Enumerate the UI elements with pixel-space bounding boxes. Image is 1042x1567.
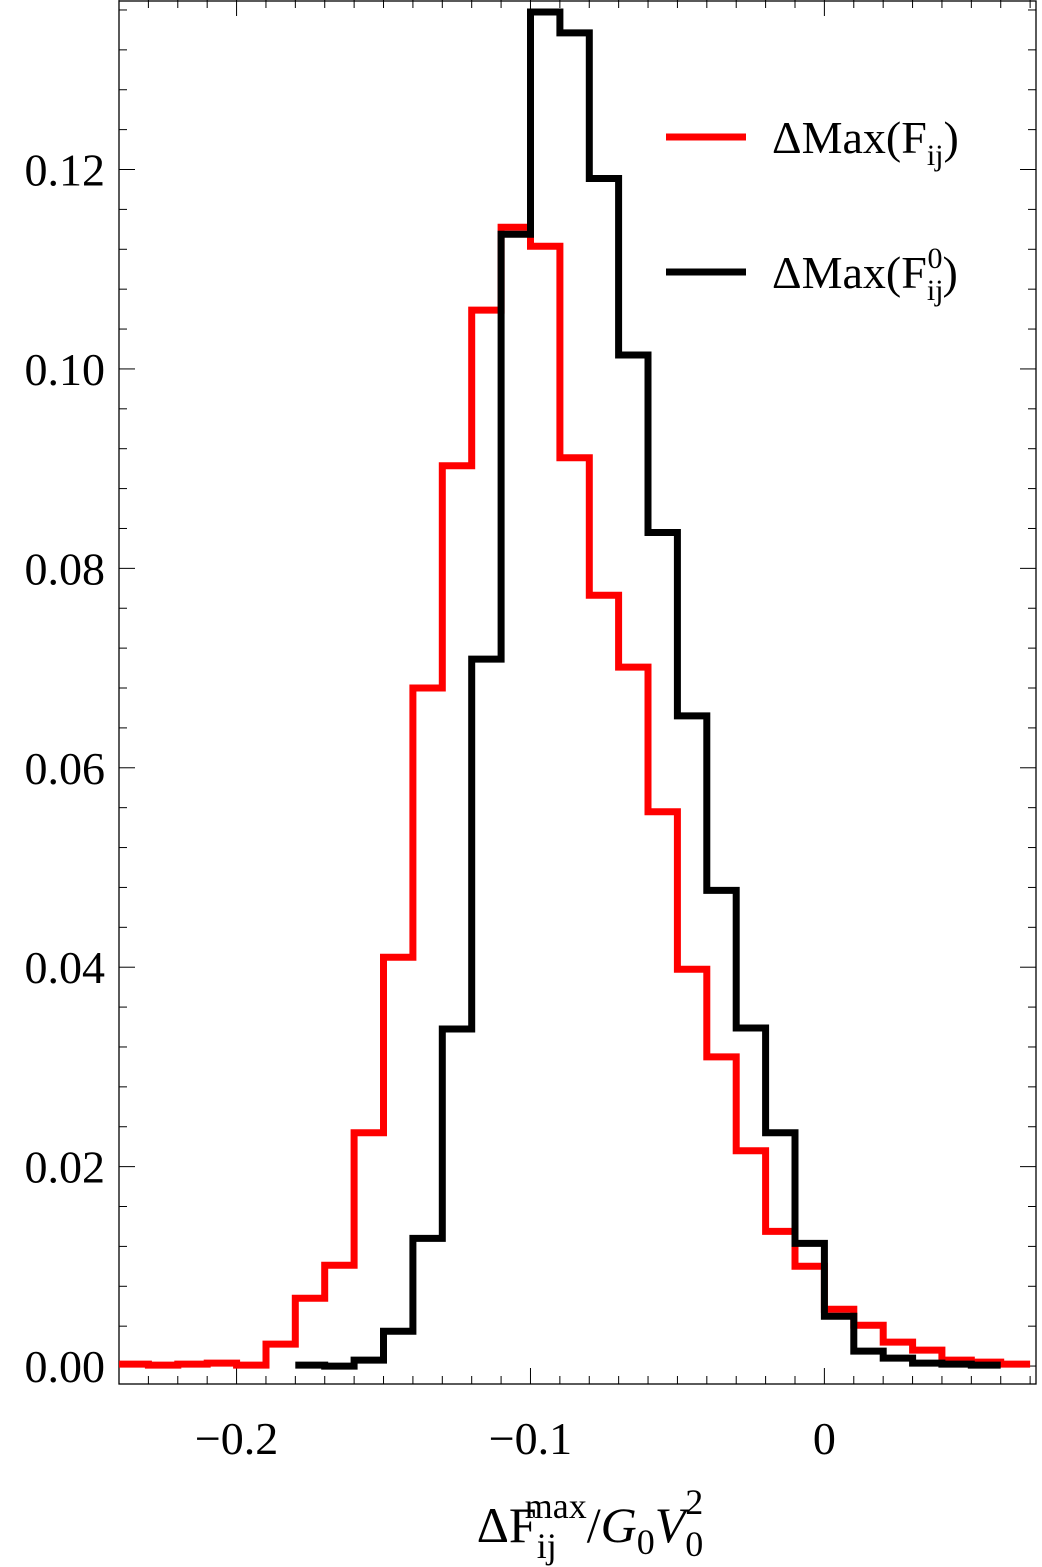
xlabel-sub: ij (537, 1526, 557, 1566)
series-group (119, 8, 1031, 1370)
x-tick-label: 0 (813, 1413, 836, 1464)
x-axis-title: ΔFijmax/G0V02 (477, 1482, 704, 1566)
legend-label-main: ΔMax(F (772, 247, 927, 298)
y-tick-label: 0.04 (25, 942, 106, 993)
legend-label: ΔMax(Fij) (772, 112, 959, 172)
y-tick-label: 0.06 (25, 743, 106, 794)
y-tick-label: 0.12 (25, 145, 106, 196)
xlabel-g: G (601, 1497, 637, 1553)
axes-frame: 0.00 0.02 0.04 0.06 0.08 0.10 0.12 −0.2 −0.1 0 (25, 0, 1037, 1464)
plot-frame (118, 0, 1037, 1385)
series-step-line (119, 223, 1031, 1369)
xlabel-g-sub: 0 (637, 1522, 655, 1562)
series-step-line (295, 8, 1001, 1370)
y-tick-label: 0.02 (25, 1142, 106, 1193)
xlabel-prefix: ΔF (477, 1497, 537, 1553)
legend-label-close: ) (943, 112, 958, 163)
xlabel-v-sup: 2 (685, 1482, 703, 1522)
legend-label-close: ) (942, 247, 957, 298)
xlabel-v-sub: 0 (685, 1524, 703, 1564)
legend-label-sub: ij (927, 139, 944, 172)
series-1 (295, 8, 1001, 1370)
legend-label-sub: ij (927, 274, 944, 307)
y-tick-label: 0.08 (25, 543, 106, 594)
legend-label-main: ΔMax(F (772, 112, 927, 163)
x-tick-label: −0.1 (489, 1413, 572, 1464)
legend-label-sup: 0 (927, 242, 942, 275)
y-tick-label: 0.10 (25, 344, 106, 395)
legend-label: ΔMax(Fij0) (772, 242, 958, 307)
series-0 (119, 223, 1031, 1369)
xlabel-slash: / (587, 1497, 601, 1553)
xlabel-sup: max (525, 1486, 587, 1526)
y-tick-label: 0.00 (25, 1341, 106, 1392)
x-tick-label: −0.2 (195, 1413, 278, 1464)
xlabel-v: V (655, 1497, 691, 1553)
legend: ΔMax(Fij)ΔMax(Fij0) (666, 112, 959, 307)
